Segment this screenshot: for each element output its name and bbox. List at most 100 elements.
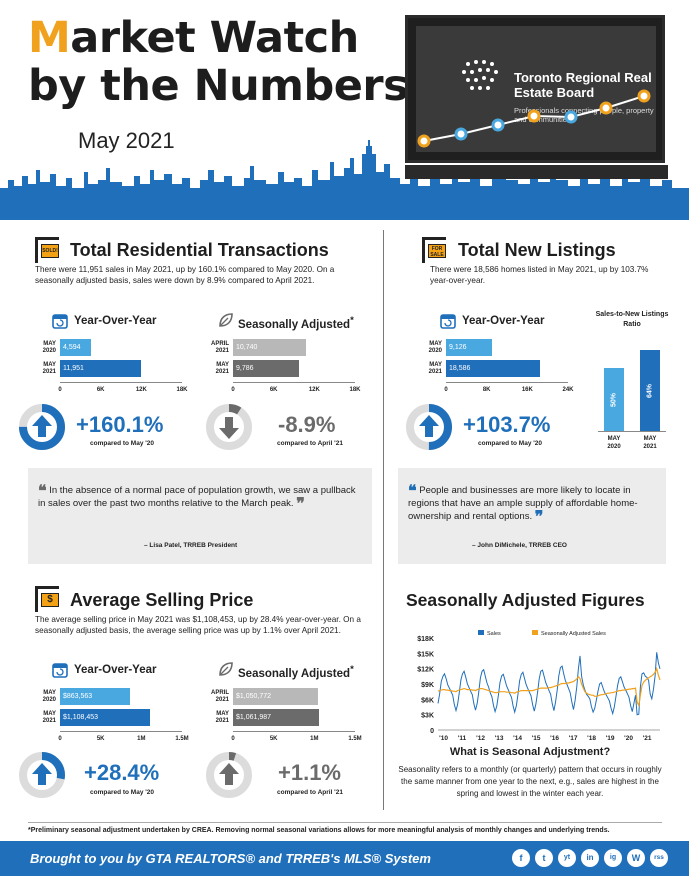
legend-swatch (532, 630, 538, 635)
price-sa-heading: Seasonally Adjusted* (238, 664, 354, 680)
listings-yoy-tick-label: 24K (562, 387, 574, 393)
price-sa-compare: compared to April '21 (277, 789, 343, 796)
price-sa-bar-value: $1,061,987 (236, 714, 272, 721)
listings-yoy-axis (446, 382, 568, 383)
twitter-icon[interactable]: t (535, 849, 553, 867)
price-yoy-heading: Year-Over-Year (74, 664, 157, 676)
seasonal-title: Seasonally Adjusted Figures (406, 590, 645, 610)
price-yoy-tick-label: 0 (58, 736, 62, 742)
y-tick-label: $12K (417, 667, 434, 674)
transactions-yoy-bar: 11,951 (60, 360, 141, 377)
transactions-quote: ❝ In the absence of a normal pace of pop… (38, 481, 356, 513)
footer-bar: Brought to you by GTA REALTORS® and TRRE… (0, 841, 689, 876)
y-tick-label: $9K (421, 682, 434, 689)
ratio-bar-label: MAY 2021 (643, 436, 657, 450)
footer-tagline: Brought to you by GTA REALTORS® and TRRE… (30, 851, 431, 866)
transactions-yoy-tick-label: 12K (135, 387, 147, 393)
ratio-bar-value: 64% (646, 383, 654, 398)
price-sa-donut (206, 752, 252, 798)
transactions-sa-compare: compared to April '21 (277, 440, 343, 447)
footnote: *Preliminary seasonal adjustment underta… (28, 827, 610, 834)
price-yoy-axis (60, 731, 182, 732)
website-icon[interactable]: W (627, 849, 645, 867)
price-yoy-bar: $863,563 (60, 688, 131, 705)
trreb-logo-screen: Toronto Regional Real Estate Board Profe… (405, 15, 665, 163)
instagram-icon[interactable]: ig (604, 849, 622, 867)
transactions-sa-bar-label: APRIL 2021 (211, 341, 229, 354)
listings-yoy-bar: 9,126 (446, 339, 493, 356)
transactions-sa-tick-label: 12K (308, 387, 320, 393)
transactions-sa-bar: 10,740 (233, 339, 306, 356)
legend-label: Sales (487, 631, 501, 637)
seasonally-adjusted-series-line (437, 666, 661, 708)
donut-progress-arc (206, 752, 252, 798)
calendar-icon (440, 314, 456, 329)
legend-label: Seasonally Adjusted Sales (541, 631, 606, 637)
transactions-sa-tick-label: 0 (231, 387, 235, 393)
arrow-up-icon (32, 415, 52, 437)
transactions-yoy-tick-label: 18K (176, 387, 188, 393)
y-tick-label: $18K (417, 636, 434, 643)
ratio-bar-label: MAY 2020 (607, 436, 621, 450)
for-sale-sign-icon: FOR SALE (422, 237, 446, 263)
transactions-quote-author: – Lisa Patel, TRREB President (144, 542, 238, 549)
arrow-up-icon (32, 763, 52, 785)
donut-progress-arc (406, 404, 452, 450)
price-yoy-tick-label: 5K (96, 736, 105, 742)
seasonal-adjustment-description: Seasonality refers to a monthly (or quar… (398, 765, 662, 798)
close-quote-icon: ❞ (534, 507, 544, 526)
transactions-yoy-bar-label: MAY 2021 (42, 362, 56, 375)
transactions-yoy-bar-value: 4,594 (63, 344, 81, 351)
transactions-sa-tick-label: 6K (269, 387, 278, 393)
price-description: The average selling price in May 2021 wa… (35, 615, 361, 635)
listings-yoy-tick-label: 0 (444, 387, 448, 393)
listings-yoy-bar-value: 9,126 (449, 344, 467, 351)
sold-sign-icon: SOLD! (35, 237, 59, 263)
transactions-yoy-heading: Year-Over-Year (74, 315, 157, 327)
listings-yoy-tick-label: 16K (521, 387, 533, 393)
board-tagline: Professionals connecting people, propert… (514, 106, 654, 124)
listings-title: Total New Listings (458, 240, 616, 260)
rss-icon[interactable]: rss (650, 849, 668, 867)
column-divider (383, 230, 384, 810)
listings-quote-box: ❝ People and businesses are more likely … (398, 468, 666, 564)
facebook-icon[interactable]: f (512, 849, 530, 867)
transactions-yoy-percent: +160.1% (76, 412, 164, 437)
price-yoy-bar: $1,108,453 (60, 709, 151, 726)
transactions-sa-donut (206, 404, 252, 450)
listings-yoy-chart: MAY 2020 9,126 MAY 2021 18,586 0 8K 16K 24K (418, 337, 578, 399)
transactions-title: Total Residential Transactions (70, 240, 329, 260)
price-sa-bar: $1,050,772 (233, 688, 319, 705)
youtube-icon[interactable]: yt (558, 849, 576, 867)
price-yoy-compare: compared to May '20 (90, 789, 155, 796)
price-yoy-percent: +28.4% (84, 760, 160, 785)
transactions-yoy-compare: compared to May '20 (90, 440, 155, 447)
x-tick-label: '11 (458, 735, 467, 742)
leaf-icon (219, 662, 233, 676)
listings-yoy-bar-label: MAY 2021 (428, 362, 442, 375)
listings-yoy-bar-value: 18,586 (449, 365, 471, 372)
x-tick-label: '15 (532, 735, 541, 742)
calendar-icon (52, 663, 68, 678)
header: Market Watch by the Numbers May 2021 Tor… (0, 0, 689, 220)
transactions-sa-chart: APRIL 2021 10,740 MAY 2021 9,786 0 6K 12K 18K (205, 337, 365, 399)
price-sa-tick-label: 0 (231, 736, 235, 742)
transactions-yoy-tick-label: 6K (96, 387, 105, 393)
ratio-bar-value: 50% (610, 392, 618, 407)
listings-yoy-bar: 18,586 (446, 360, 541, 377)
sales-series-line (437, 652, 661, 716)
board-name: Toronto Regional Real Estate Board (514, 70, 652, 100)
dollar-sign-icon: $ (35, 586, 59, 612)
x-tick-label: '14 (513, 735, 522, 742)
transactions-sa-bar-value: 10,740 (236, 344, 258, 351)
linkedin-icon[interactable]: in (581, 849, 599, 867)
listings-quote-author: – John DiMichele, TRREB CEO (472, 542, 567, 549)
price-sa-axis (233, 731, 355, 732)
trreb-logo-icon (462, 60, 498, 90)
transactions-sa-tick-label: 18K (349, 387, 361, 393)
price-yoy-bar-value: $863,563 (63, 693, 93, 700)
calendar-icon (52, 314, 68, 329)
price-sa-percent: +1.1% (278, 760, 341, 785)
y-tick-label: 0 (430, 728, 434, 735)
price-sa-bar-label: MAY 2021 (215, 711, 229, 724)
